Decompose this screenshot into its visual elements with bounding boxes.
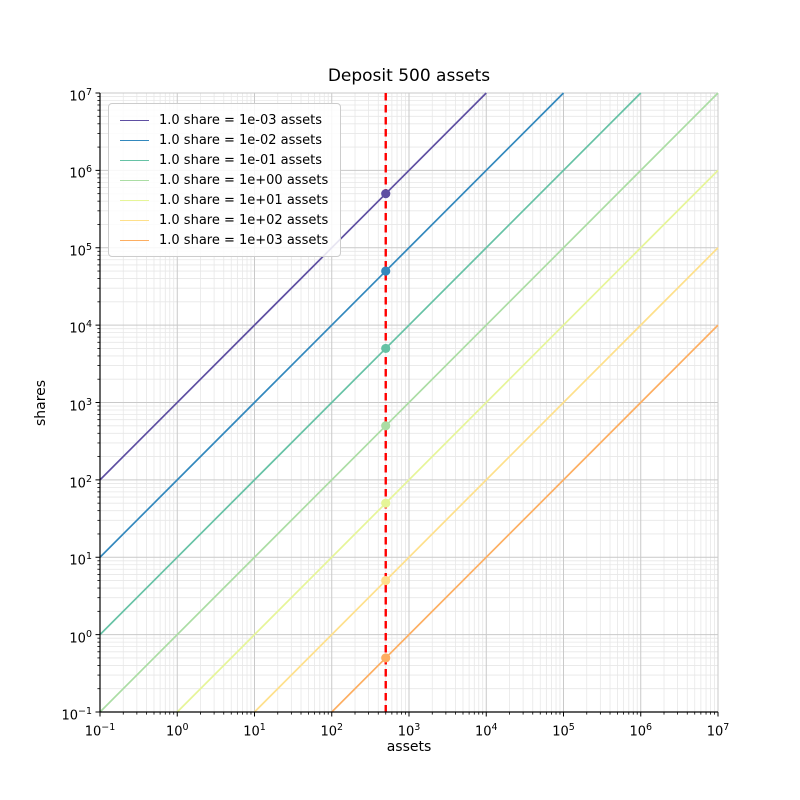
legend-item-label: 1.0 share = 1e-01 assets — [159, 152, 323, 168]
legend-item-label: 1.0 share = 1e+02 assets — [159, 212, 329, 228]
series-line-4 — [176, 169, 719, 713]
series-line-3 — [99, 92, 719, 713]
series-line-6 — [331, 324, 719, 713]
data-point-marker-4 — [381, 498, 391, 508]
legend-item-label: 1.0 share = 1e-03 assets — [159, 112, 323, 128]
x-axis-label: assets — [386, 739, 432, 755]
legend-line-swatch — [120, 239, 149, 241]
legend-line-swatch — [120, 159, 149, 161]
series-line-0 — [99, 92, 487, 481]
legend-item-label: 1.0 share = 1e+01 assets — [159, 192, 329, 208]
series-line-2 — [99, 92, 642, 636]
series-line-1 — [99, 92, 565, 558]
data-point-marker-3 — [381, 421, 391, 431]
legend-item-label: 1.0 share = 1e-02 assets — [159, 132, 323, 148]
series-lines — [99, 92, 719, 713]
legend-item: 1.0 share = 1e+02 assets — [120, 210, 328, 230]
axis-ticks — [95, 92, 719, 717]
legend-item: 1.0 share = 1e-03 assets — [120, 110, 328, 130]
data-point-marker-6 — [381, 653, 391, 663]
legend: 1.0 share = 1e-03 assets 1.0 share = 1e-0… — [108, 103, 342, 257]
legend-line-swatch — [120, 139, 149, 141]
legend-item: 1.0 share = 1e-02 assets — [120, 130, 328, 150]
legend-item: 1.0 share = 1e+00 assets — [120, 170, 328, 190]
series-line-5 — [253, 247, 719, 713]
data-point-marker-5 — [381, 575, 391, 586]
data-point-markers — [381, 189, 391, 663]
legend-item-label: 1.0 share = 1e+03 assets — [159, 232, 329, 248]
data-point-marker-0 — [381, 189, 391, 199]
legend-item: 1.0 share = 1e+03 assets — [120, 230, 328, 250]
legend-line-swatch — [120, 219, 149, 221]
legend-line-swatch — [120, 119, 149, 121]
legend-line-swatch — [120, 179, 149, 181]
data-point-marker-1 — [381, 266, 391, 276]
legend-item-label: 1.0 share = 1e+00 assets — [159, 172, 329, 188]
legend-line-swatch — [120, 199, 149, 201]
chart-title: Deposit 500 assets — [327, 66, 491, 86]
data-point-marker-2 — [381, 343, 391, 354]
legend-item: 1.0 share = 1e+01 assets — [120, 190, 328, 210]
legend-item: 1.0 share = 1e-01 assets — [120, 150, 328, 170]
